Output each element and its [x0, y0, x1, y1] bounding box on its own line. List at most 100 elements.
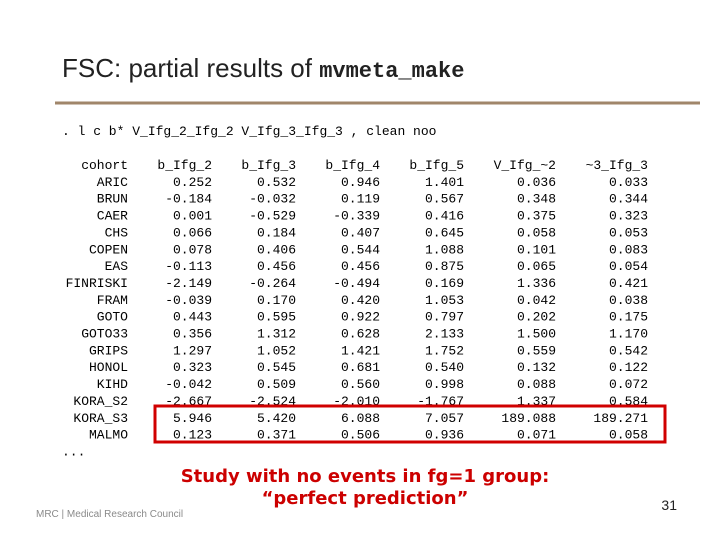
cell: 6.088: [341, 411, 380, 426]
cell: 5.946: [173, 411, 212, 426]
cell: 1.297: [173, 343, 212, 358]
cell: 189.088: [501, 411, 556, 426]
cell: 0.946: [341, 175, 380, 190]
cell: 0.544: [341, 242, 380, 257]
cell: 0.066: [173, 225, 212, 240]
cell: -0.529: [249, 209, 296, 224]
cell: 0.083: [609, 242, 648, 257]
cell: 0.001: [173, 209, 212, 224]
cell: 0.375: [517, 209, 556, 224]
cell: 0.348: [517, 192, 556, 207]
cell: 0.058: [609, 428, 648, 443]
row-label: KORA_S3: [73, 411, 128, 426]
column-header: b_Ifg_5: [409, 158, 464, 173]
cell: 0.421: [609, 276, 648, 291]
results-table: cohort b_Ifg_2 b_Ifg_3 b_Ifg_4 b_Ifg_5 V_Ifg_…: [62, 158, 648, 459]
cell: 0.509: [257, 377, 296, 392]
cell: 0.323: [173, 360, 212, 375]
footer-logo: MRC | Medical Research Council: [36, 509, 183, 520]
row-label: CHS: [105, 225, 129, 240]
row-label: GRIPS: [89, 343, 128, 358]
cell: 1.500: [517, 327, 556, 342]
command-line: . l c b* V_Ifg_2_Ifg_2 V_Ifg_3_Ifg_3 , c…: [62, 124, 436, 139]
cell: -0.113: [165, 259, 212, 274]
cell: 0.540: [425, 360, 464, 375]
cell: 0.456: [341, 259, 380, 274]
cell: -2.149: [165, 276, 212, 291]
row-label: BRUN: [97, 192, 128, 207]
cell: 0.170: [257, 293, 296, 308]
row-label: KIHD: [97, 377, 128, 392]
row-label: HONOL: [89, 360, 128, 375]
column-header: b_Ifg_3: [241, 158, 296, 173]
cell: 0.184: [257, 225, 296, 240]
cell: 0.122: [609, 360, 648, 375]
cell: 0.065: [517, 259, 556, 274]
cell: 0.053: [609, 225, 648, 240]
cell: 0.038: [609, 293, 648, 308]
row-label: MALMO: [89, 428, 128, 443]
cell: 0.506: [341, 428, 380, 443]
highlight-box: [153, 404, 667, 444]
cell: 0.356: [173, 327, 212, 342]
cell: 0.042: [517, 293, 556, 308]
cell: 1.052: [257, 343, 296, 358]
cell: 0.936: [425, 428, 464, 443]
row-label: CAER: [97, 209, 128, 224]
row-label: KORA_S2: [73, 394, 128, 409]
cell: 0.252: [173, 175, 212, 190]
cell: 0.420: [341, 293, 380, 308]
cell: -0.339: [333, 209, 380, 224]
cell: 0.119: [341, 192, 380, 207]
cell: 0.922: [341, 310, 380, 325]
row-label: FRAM: [97, 293, 128, 308]
cell: 189.271: [593, 411, 648, 426]
cell: 0.443: [173, 310, 212, 325]
cell: 0.998: [425, 377, 464, 392]
annotation-line: “perfect prediction”: [262, 488, 469, 509]
cell: 0.054: [609, 259, 648, 274]
cell: 0.202: [517, 310, 556, 325]
row-label: EAS: [105, 259, 129, 274]
cell: 1.312: [257, 327, 296, 342]
cell: 0.595: [257, 310, 296, 325]
row-label: GOTO: [97, 310, 128, 325]
cell: 1.053: [425, 293, 464, 308]
cell: 5.420: [257, 411, 296, 426]
cell: 0.071: [517, 428, 556, 443]
column-header: b_Ifg_2: [157, 158, 212, 173]
cell: 0.132: [517, 360, 556, 375]
cell: 0.088: [517, 377, 556, 392]
cell: 0.169: [425, 276, 464, 291]
cell: -0.039: [165, 293, 212, 308]
cell: 1.170: [609, 327, 648, 342]
cell: 0.456: [257, 259, 296, 274]
column-header: V_Ifg_~2: [494, 158, 556, 173]
cell: 7.057: [425, 411, 464, 426]
cell: 0.175: [609, 310, 648, 325]
cell: 0.123: [173, 428, 212, 443]
title-code: mvmeta_make: [319, 59, 464, 84]
cell: 0.078: [173, 242, 212, 257]
page-number: 31: [661, 497, 677, 513]
slide-title: FSC: partial results of mvmeta_make: [62, 53, 464, 84]
cell: 0.560: [341, 377, 380, 392]
cell: 0.072: [609, 377, 648, 392]
cell: 0.567: [425, 192, 464, 207]
cell: 0.628: [341, 327, 380, 342]
cell: 1.336: [517, 276, 556, 291]
cell: 0.036: [517, 175, 556, 190]
column-header: cohort: [81, 158, 128, 173]
cell: -0.264: [249, 276, 296, 291]
cell: 0.542: [609, 343, 648, 358]
row-label: GOTO33: [81, 327, 128, 342]
row-label: ARIC: [97, 175, 128, 190]
cell: 0.645: [425, 225, 464, 240]
cell: 0.371: [257, 428, 296, 443]
cell: 0.559: [517, 343, 556, 358]
cell: 0.532: [257, 175, 296, 190]
cell: -0.042: [165, 377, 212, 392]
cell: 1.088: [425, 242, 464, 257]
ellipsis: ...: [62, 444, 85, 459]
title-text: FSC: partial results of: [62, 53, 319, 83]
